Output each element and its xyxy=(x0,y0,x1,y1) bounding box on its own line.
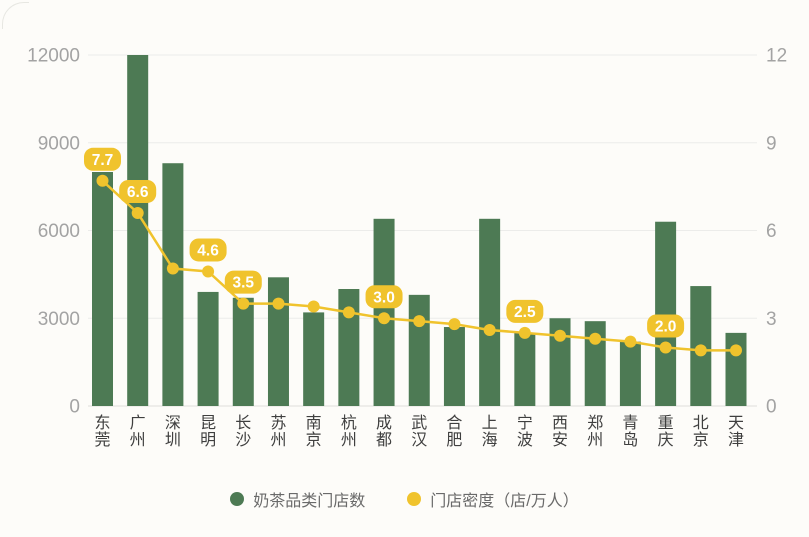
category-label: 深圳 xyxy=(165,414,181,449)
bar-14 xyxy=(584,321,606,406)
line-point-13 xyxy=(554,329,567,342)
category-label: 郑州 xyxy=(587,414,603,449)
line-point-9 xyxy=(413,315,426,328)
line-point-2 xyxy=(166,262,179,275)
category-label: 东莞 xyxy=(94,414,110,449)
bar-7 xyxy=(338,289,360,406)
category-label: 长沙 xyxy=(235,414,251,449)
bar-11 xyxy=(479,218,501,406)
category-label: 南京 xyxy=(306,414,322,449)
line-point-0 xyxy=(96,174,109,187)
category-label: 武汉 xyxy=(411,414,427,449)
category-label: 天津 xyxy=(728,415,744,449)
bar-1 xyxy=(127,55,149,406)
category-label: 成都 xyxy=(376,414,392,449)
right-axis-tick-label: 12 xyxy=(766,46,787,67)
left-axis-tick-label: 12000 xyxy=(27,46,80,67)
bar-12 xyxy=(514,332,536,406)
category-label: 广州 xyxy=(130,414,146,449)
bar-13 xyxy=(549,318,571,406)
chart-legend: 奶茶品类门店数 门店密度（店/万人） xyxy=(0,487,809,511)
category-label: 宁波 xyxy=(517,414,533,449)
line-point-7 xyxy=(342,306,355,319)
bar-9 xyxy=(408,294,430,406)
legend-swatch-line-icon xyxy=(407,492,422,506)
category-label: 杭州 xyxy=(341,414,357,449)
right-axis-tick-label: 6 xyxy=(766,221,777,242)
bar-5 xyxy=(267,277,289,406)
point-label-badge xyxy=(119,179,157,203)
left-axis-tick-label: 3000 xyxy=(38,309,80,330)
point-label: 2.5 xyxy=(514,304,536,321)
line-point-6 xyxy=(307,300,320,313)
bar-10 xyxy=(443,327,465,406)
legend-label-density: 门店密度（店/万人） xyxy=(430,493,579,510)
point-label: 6.6 xyxy=(127,184,149,201)
point-label-badge xyxy=(365,285,403,309)
left-axis-tick-label: 9000 xyxy=(38,133,80,154)
bar-3 xyxy=(197,291,219,406)
line-point-18 xyxy=(730,344,742,357)
category-label: 昆明 xyxy=(200,415,216,449)
point-label-badge xyxy=(189,238,227,262)
bar-15 xyxy=(619,341,641,406)
bar-4 xyxy=(232,297,254,406)
category-label: 上海 xyxy=(482,414,498,449)
line-point-15 xyxy=(624,335,637,348)
category-label: 合肥 xyxy=(446,414,462,449)
line-point-5 xyxy=(272,297,285,310)
point-label: 3.0 xyxy=(373,289,395,306)
card-corner-decoration xyxy=(2,2,29,29)
point-label: 4.6 xyxy=(197,242,219,259)
point-label-badge xyxy=(506,299,544,323)
category-label: 苏州 xyxy=(270,414,286,449)
legend-swatch-bar-icon xyxy=(230,492,245,506)
right-axis-tick-label: 9 xyxy=(766,133,777,154)
bar-6 xyxy=(303,312,325,406)
line-point-1 xyxy=(131,206,144,219)
left-axis-tick-label: 0 xyxy=(69,397,80,418)
point-label: 3.5 xyxy=(232,275,254,292)
line-point-14 xyxy=(589,332,602,345)
point-label-badge xyxy=(84,147,121,171)
legend-item-density: 门店密度（店/万人） xyxy=(407,487,579,511)
line-point-3 xyxy=(202,265,215,278)
left-axis-tick-label: 6000 xyxy=(38,221,80,242)
line-point-17 xyxy=(694,344,707,357)
point-label-badge xyxy=(647,314,685,338)
point-label: 2.0 xyxy=(655,319,677,336)
right-axis-tick-label: 3 xyxy=(766,309,777,330)
category-label: 青岛 xyxy=(622,414,638,449)
legend-label-store-count: 奶茶品类门店数 xyxy=(253,493,366,510)
bar-16 xyxy=(655,221,677,406)
legend-item-store-count: 奶茶品类门店数 xyxy=(230,487,365,511)
point-label-badge xyxy=(224,270,262,294)
line-point-12 xyxy=(518,326,531,339)
line-point-16 xyxy=(659,341,672,354)
bar-18 xyxy=(725,332,747,406)
category-label: 重庆 xyxy=(658,414,674,449)
category-label: 西安 xyxy=(552,415,568,449)
line-point-8 xyxy=(378,312,391,325)
line-point-11 xyxy=(483,323,496,336)
bar-2 xyxy=(162,163,184,406)
category-label: 北京 xyxy=(693,414,709,449)
point-label: 7.7 xyxy=(92,152,114,169)
bar-0 xyxy=(92,172,113,406)
line-point-4 xyxy=(237,297,250,310)
right-axis-tick-label: 0 xyxy=(766,397,777,418)
line-point-10 xyxy=(448,318,461,331)
